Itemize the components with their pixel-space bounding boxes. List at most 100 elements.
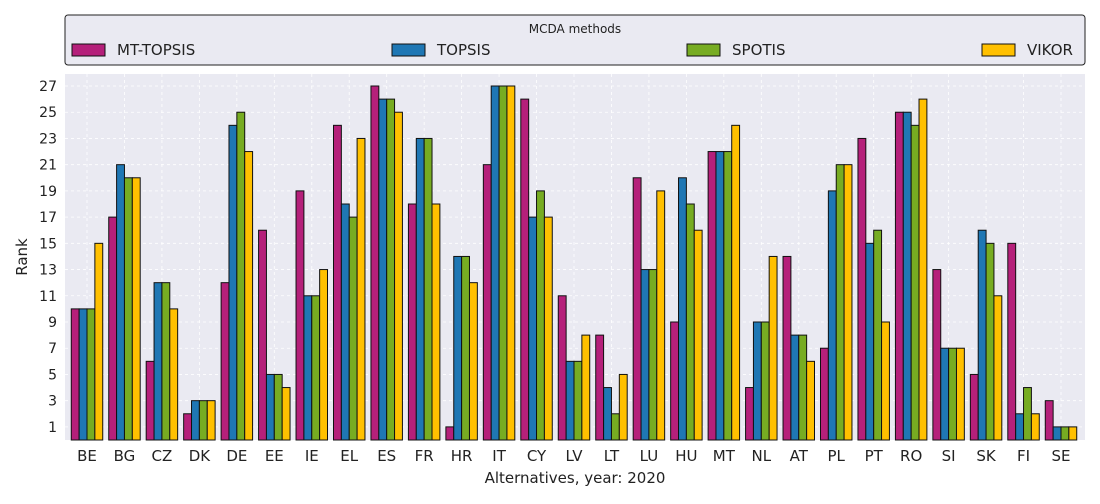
y-tick-label: 1 <box>48 420 57 436</box>
legend-label: MT-TOPSIS <box>117 41 195 59</box>
bar-mt-topsis <box>1007 242 1017 441</box>
bar-vikor <box>543 216 553 441</box>
x-tick-label: SE <box>1052 447 1071 465</box>
bar-mt-topsis <box>108 216 118 441</box>
bar-mt-topsis <box>370 85 380 441</box>
bar-mt-topsis <box>1044 400 1054 441</box>
y-tick-label: 13 <box>39 263 57 279</box>
bar-mt-topsis <box>445 426 455 441</box>
x-tick-label: EE <box>265 447 284 465</box>
x-tick-label: SI <box>942 447 956 465</box>
bar-mt-topsis <box>557 295 567 441</box>
bar-spotis <box>273 373 283 441</box>
bar-vikor <box>656 190 666 441</box>
bar-topsis <box>790 334 800 441</box>
bar-topsis <box>752 321 762 441</box>
bar-vikor <box>169 308 179 441</box>
y-tick-label: 25 <box>39 105 57 121</box>
x-tick-label: PL <box>828 447 846 465</box>
bar-spotis <box>311 295 321 441</box>
bar-spotis <box>723 151 733 441</box>
x-axis: BE BG CZ DK DE EE IE EL ES FR HR IT CY LV LT LU HU MT NL AT… <box>77 447 1070 465</box>
bar-spotis <box>461 255 470 441</box>
bar-mt-topsis <box>220 282 230 441</box>
bar-mt-topsis <box>745 387 754 441</box>
bar-spotis <box>610 413 620 441</box>
x-tick-label: DE <box>226 447 247 465</box>
legend-frame <box>64 14 1086 66</box>
x-tick-label: PT <box>865 447 884 465</box>
bar-mt-topsis <box>183 413 193 441</box>
x-tick-label: NL <box>752 447 772 465</box>
x-tick-label: IT <box>492 447 506 465</box>
bar-topsis <box>977 229 987 441</box>
bar-spotis <box>835 164 845 441</box>
legend-label: TOPSIS <box>436 41 490 59</box>
bar-spotis <box>386 98 396 441</box>
bar-topsis <box>865 242 875 441</box>
y-tick-label: 9 <box>48 315 57 331</box>
bar-vikor <box>244 151 254 441</box>
bar-vikor <box>394 111 403 441</box>
bar-topsis <box>640 269 650 441</box>
x-tick-label: DK <box>189 447 212 465</box>
x-tick-label: HU <box>675 447 697 465</box>
legend-label: VIKOR <box>1027 41 1073 59</box>
bar-mt-topsis <box>332 124 342 441</box>
bar-mt-topsis <box>969 373 979 441</box>
bar-topsis <box>1015 413 1025 441</box>
bar-mt-topsis <box>632 177 642 441</box>
bar-vikor <box>94 242 104 441</box>
bar-vikor <box>1068 426 1078 441</box>
bar-mt-topsis <box>707 151 717 441</box>
bar-vikor <box>581 334 591 441</box>
legend-swatch <box>391 43 426 57</box>
bar-mt-topsis <box>670 321 680 441</box>
bar-topsis <box>453 255 463 441</box>
bar-spotis <box>498 85 508 441</box>
bar-spotis <box>948 347 957 441</box>
bar-vikor <box>356 137 366 441</box>
bar-mt-topsis <box>520 98 530 441</box>
x-tick-label: CZ <box>152 447 173 465</box>
bar-spotis <box>910 124 920 441</box>
legend: MT-TOPSIS TOPSIS SPOTIS VIKOR <box>71 41 1073 59</box>
x-tick-label: FI <box>1017 447 1030 465</box>
bar-spotis <box>985 242 995 441</box>
bar-topsis <box>265 373 275 441</box>
y-tick-label: 5 <box>48 367 57 383</box>
bar-spotis <box>1060 426 1070 441</box>
bar-vikor <box>993 295 1003 441</box>
bar-spotis <box>123 177 133 441</box>
y-tick-label: 17 <box>39 210 57 226</box>
x-tick-label: LU <box>640 447 659 465</box>
bar-spotis <box>648 269 658 441</box>
bar-topsis <box>303 295 313 441</box>
bar-mt-topsis <box>482 164 492 441</box>
bar-spotis <box>86 308 96 441</box>
bar-mt-topsis <box>819 347 829 441</box>
bar-topsis <box>565 360 575 441</box>
y-tick-label: 11 <box>39 289 57 305</box>
bar-spotis <box>798 334 808 441</box>
bar-spotis <box>536 190 545 441</box>
bars <box>70 85 1078 441</box>
bar-topsis <box>490 85 500 441</box>
bar-vikor <box>506 85 516 441</box>
bar-spotis <box>198 400 208 441</box>
bar-mt-topsis <box>595 334 605 441</box>
x-tick-label: EL <box>340 447 358 465</box>
bar-topsis <box>528 216 538 441</box>
x-tick-label: LT <box>604 447 620 465</box>
y-tick-label: 15 <box>39 236 57 252</box>
bar-topsis <box>378 98 388 441</box>
bar-topsis <box>415 137 425 441</box>
bar-topsis <box>78 308 88 441</box>
x-tick-label: HR <box>451 447 473 465</box>
bar-mt-topsis <box>932 269 942 441</box>
legend-swatch <box>981 43 1016 57</box>
x-tick-label: ES <box>377 447 396 465</box>
